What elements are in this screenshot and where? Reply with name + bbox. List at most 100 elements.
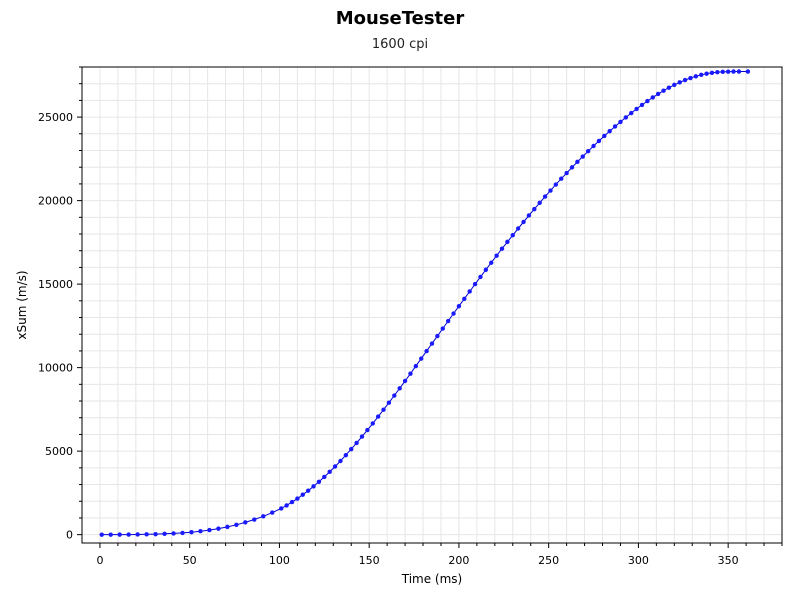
data-point	[370, 421, 375, 426]
y-tick-label: 20000	[38, 195, 73, 208]
data-point	[634, 106, 639, 112]
data-point	[489, 260, 494, 265]
data-point	[445, 318, 451, 324]
data-point	[542, 194, 548, 199]
data-point	[596, 138, 602, 144]
axes: 0 50 100 150 200 250 300 350 0 5000 10000 15000 2000…	[38, 66, 783, 567]
data-point	[612, 124, 618, 129]
data-point	[715, 69, 720, 75]
data-point	[704, 71, 709, 76]
data-point	[311, 484, 316, 489]
data-point	[408, 371, 413, 376]
data-point	[661, 88, 666, 93]
data-point	[515, 226, 521, 231]
grid	[82, 66, 783, 543]
data-point	[736, 69, 742, 74]
data-point	[745, 69, 751, 74]
data-point	[440, 326, 445, 331]
data-point	[349, 446, 354, 452]
y-tick-label: 10000	[38, 362, 73, 375]
data-point	[234, 522, 239, 527]
x-tick-label: 50	[183, 554, 197, 567]
data-point	[424, 348, 429, 354]
x-tick-label: 300	[628, 554, 649, 567]
data-point	[171, 531, 176, 536]
data-point	[483, 267, 489, 272]
data-point	[392, 393, 397, 398]
data-point	[322, 474, 327, 480]
y-tick-label: 5000	[45, 445, 73, 458]
data-point	[672, 82, 677, 88]
data-point	[585, 148, 591, 154]
data-point	[462, 296, 467, 302]
data-point	[402, 378, 408, 384]
data-point	[332, 464, 338, 469]
data-point	[99, 532, 104, 537]
data-point	[467, 289, 472, 294]
x-tick-label: 250	[538, 554, 559, 567]
data-point	[261, 514, 266, 519]
data-point	[216, 526, 221, 531]
data-point	[189, 529, 194, 535]
data-point	[569, 165, 575, 170]
x-axis-label: Time (ms)	[401, 572, 463, 586]
data-point	[429, 341, 435, 346]
data-point	[559, 176, 564, 181]
data-point	[144, 532, 149, 537]
data-point	[338, 458, 343, 464]
data-point	[720, 69, 725, 75]
data-point	[365, 427, 370, 433]
x-tick-label: 200	[448, 554, 469, 567]
data-point	[375, 414, 381, 419]
x-tick-label: 150	[359, 554, 380, 567]
data-point	[510, 232, 515, 238]
x-tick-label: 350	[718, 554, 739, 567]
data-point	[327, 469, 332, 475]
data-point	[207, 527, 212, 533]
data-point	[135, 532, 140, 537]
data-point	[650, 95, 655, 100]
data-point	[602, 133, 607, 139]
data-point	[618, 119, 623, 125]
data-point	[295, 496, 300, 501]
series-line	[101, 71, 748, 536]
data-point	[279, 506, 284, 511]
data-point	[451, 311, 456, 316]
data-point	[591, 143, 596, 149]
series	[99, 69, 751, 537]
data-point	[639, 102, 645, 108]
data-point	[243, 520, 248, 525]
y-axis-label: xSum (m/s)	[15, 270, 29, 339]
data-point	[548, 188, 553, 193]
data-point	[532, 206, 537, 212]
data-point	[289, 499, 295, 505]
data-point	[386, 400, 392, 405]
data-point	[472, 281, 478, 287]
data-point	[284, 503, 289, 508]
x-tick-label: 100	[269, 554, 290, 567]
data-point	[731, 69, 736, 74]
data-point	[343, 452, 349, 458]
data-point	[677, 80, 682, 85]
chart-subtitle: 1600 cpi	[371, 37, 429, 52]
data-point	[225, 524, 230, 530]
data-point	[198, 529, 203, 534]
data-point	[381, 407, 386, 412]
y-tick-label: 15000	[38, 278, 73, 291]
plot-frame	[81, 66, 783, 544]
data-point	[108, 532, 113, 537]
data-point	[270, 510, 275, 515]
data-point	[499, 246, 505, 251]
data-point	[180, 530, 185, 536]
data-point	[655, 91, 661, 97]
data-point	[419, 356, 424, 361]
data-point	[575, 159, 580, 165]
data-point	[478, 274, 483, 280]
data-point	[505, 239, 510, 245]
data-point	[682, 77, 688, 83]
data-point	[709, 70, 715, 76]
data-point	[162, 531, 167, 537]
data-point	[623, 115, 629, 120]
